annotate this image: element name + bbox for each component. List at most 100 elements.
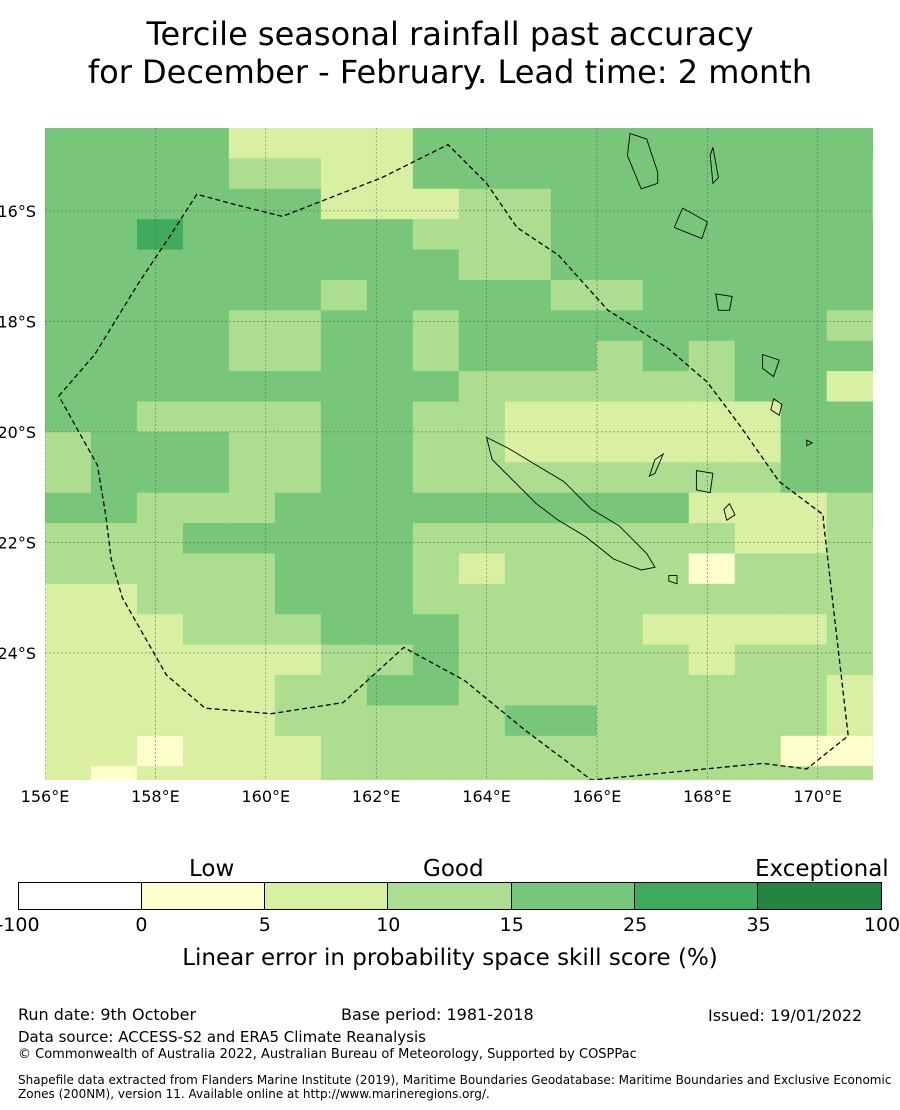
grid-cell: [228, 128, 276, 159]
grid-cell: [228, 249, 276, 281]
grid-cell: [734, 553, 782, 585]
grid-cell: [458, 523, 506, 555]
grid-cell: [550, 219, 598, 251]
grid-cell: [90, 279, 138, 311]
grid-cell: [458, 705, 506, 737]
grid-cell: [596, 371, 644, 403]
grid-cell: [826, 188, 873, 220]
grid-cell: [274, 462, 322, 494]
grid-cell: [183, 797, 230, 820]
grid-cell: [642, 401, 690, 433]
grid-cell: [90, 614, 138, 646]
grid-cell: [550, 340, 598, 372]
grid-cell: [90, 766, 138, 780]
grid-cell: [688, 766, 736, 780]
grid-cell: [734, 401, 782, 433]
colorbar-low-label: Low: [189, 856, 235, 882]
grid-cell: [45, 492, 92, 524]
grid-cell: [458, 371, 506, 403]
grid-cell: [182, 553, 230, 585]
grid-cell: [228, 371, 276, 403]
grid-cell: [688, 553, 736, 585]
grid-cell: [182, 371, 230, 403]
grid-cell: [182, 583, 230, 615]
grid-cell: [274, 553, 322, 585]
grid-cell: [550, 158, 598, 190]
grid-cell: [504, 675, 552, 707]
grid-cell: [504, 644, 552, 676]
grid-cell: [228, 492, 276, 524]
grid-cell: [458, 583, 506, 615]
grid-cell: [872, 705, 873, 737]
grid-cell: [45, 644, 92, 676]
island-coastline: [723, 502, 736, 522]
grid-cell: [90, 644, 138, 676]
grid-cell: [504, 492, 552, 524]
grid-cell: [458, 735, 506, 767]
grid-cell: [45, 675, 92, 707]
colorbar-segment: [511, 883, 635, 909]
grid-cell: [228, 310, 276, 342]
grid-cell: [688, 340, 736, 372]
grid-cell: [366, 492, 414, 524]
grid-cell: [458, 340, 506, 372]
grid-cell: [504, 188, 552, 220]
grid-cell: [688, 583, 736, 615]
grid-cell: [458, 188, 506, 220]
grid-cell: [734, 310, 782, 342]
grid-cell: [182, 462, 230, 494]
grid-cell: [872, 340, 873, 372]
grid-cell: [228, 766, 276, 780]
grid-cell: [228, 553, 276, 585]
grid-cell: [688, 249, 736, 281]
grid-cell: [688, 523, 736, 555]
longitude-label: 158°E: [131, 787, 180, 806]
grid-cell: [366, 675, 414, 707]
grid-cell: [550, 766, 598, 780]
grid-cell: [734, 644, 782, 676]
grid-cell: [412, 219, 460, 251]
grid-cell: [550, 188, 598, 220]
grid-cell: [45, 279, 92, 311]
grid-cell: [45, 188, 92, 220]
grid-cell: [688, 219, 736, 251]
grid-cell: [872, 188, 873, 220]
grid-cell: [274, 128, 322, 159]
grid-cell: [504, 614, 552, 646]
colorbar-tick-label: 5: [258, 914, 271, 936]
grid-cell: [504, 462, 552, 494]
grid-cell: [872, 614, 873, 646]
grid-cell: [826, 675, 873, 707]
grid-cell: [228, 523, 276, 555]
grid-cell: [458, 553, 506, 585]
grid-cell: [366, 583, 414, 615]
grid-cell: [504, 705, 552, 737]
grid-cell: [228, 158, 276, 190]
grid-cell: [734, 128, 782, 159]
grid-cell: [873, 797, 900, 820]
grid-cell: [458, 310, 506, 342]
grid-cell: [826, 219, 873, 251]
grid-cell: [320, 735, 368, 767]
grid-cell: [780, 735, 828, 767]
grid-cell: [136, 492, 184, 524]
issued-date: Issued: 19/01/2022: [708, 1006, 863, 1025]
grid-cell: [90, 219, 138, 251]
grid-cell: [136, 401, 184, 433]
grid-cell: [550, 431, 598, 463]
grid-cell: [320, 340, 368, 372]
grid-cell: [780, 310, 828, 342]
grid-cell: [228, 279, 276, 311]
grid-cell: [550, 249, 598, 281]
grid-cell: [182, 249, 230, 281]
grid-cell: [734, 279, 782, 311]
grid-cell: [90, 492, 138, 524]
grid-cell: [366, 340, 414, 372]
grid-cell: [872, 128, 873, 159]
grid-cell: [274, 431, 322, 463]
grid-cell: [182, 675, 230, 707]
grid-cell: [642, 675, 690, 707]
grid-cell: [136, 158, 184, 190]
grid-cell: [45, 340, 92, 372]
grid-cell: [320, 158, 368, 190]
